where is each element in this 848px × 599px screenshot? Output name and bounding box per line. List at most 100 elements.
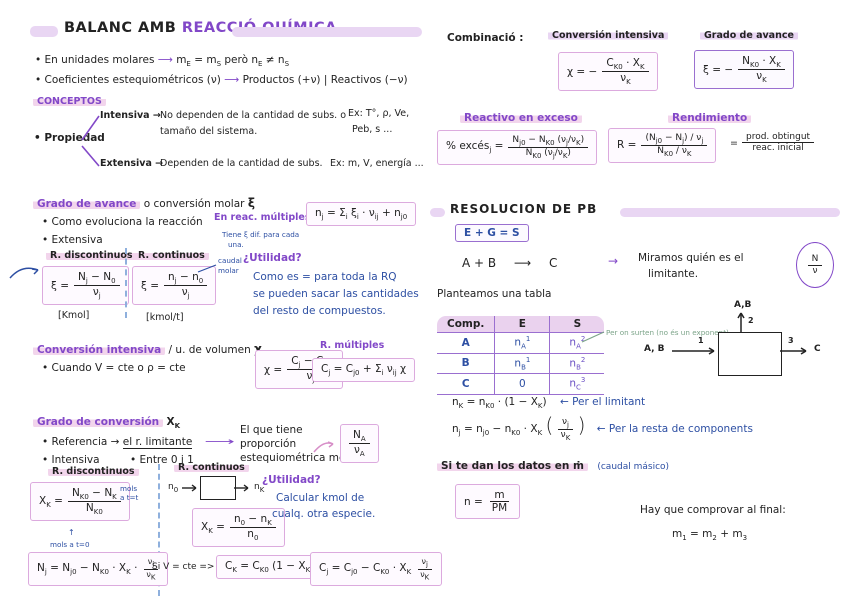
utilidad2-title: ¿Utilidad? [262,474,321,486]
stream-in-label: n0 [168,482,179,494]
product: C [548,256,558,270]
multiple-reactions-formula: nj = Σi ξi · νij + nj0 [306,202,417,227]
flow-arrow-icon [234,484,249,492]
xi-continuous-unit: [kmol/t] [146,312,184,323]
section-divider [125,248,127,318]
conceptos-heading: CONCEPTOS [33,96,106,107]
limitante-underlined: el r. limitante [122,436,193,449]
doodle-arrow-icon [9,267,39,279]
right-paren: ) [577,413,586,437]
fraction: N ν [807,254,823,276]
xk-discontinuos-title: R. discontinuos [48,466,139,477]
utilidad-line2: se pueden sacar las cantidades [253,288,419,300]
table-superscript-note: Per on surten (no és un exponent) [606,328,729,337]
page-title-black: BALANC AMB [64,20,177,36]
xi-symbol: ξ [247,196,255,210]
denominator: νK [146,569,156,582]
fraction: m PM [488,489,511,514]
numerator: nj − n0 [164,271,208,287]
conceptos-root: • Propiedad [34,132,105,144]
utilidad-line1: Como es = para toda la RQ [253,271,397,283]
green-pointer-line [581,331,605,343]
bullet-formula: mE = mS però nE ≠ nS [176,54,290,69]
diagram-top-label: A,B [734,300,752,310]
section-divider [158,464,160,596]
combinacio-chi-box: χ = − CK0 · XK νK [558,52,658,92]
massflow-note: (caudal másico) [597,462,670,472]
grado-avance-bullet2: • Extensiva [42,234,103,246]
xi-discontinuous-box: ξ = Nj − N0 νj [42,266,129,306]
diagram-right-label: C [814,344,821,354]
bullet-text: • Coeficientes estequiométricos (ν) [35,74,221,86]
table-row: C 0 nC3 [437,373,605,395]
numerator: NK0 − NK [67,487,121,503]
heading-highlight-left [430,208,445,217]
formula-lhs: Nj = Nj0 − NK0 · XK · [37,562,138,577]
formula-lhs: χ = − [567,65,598,78]
utilidad2-line1: Calcular kmol de [276,492,365,504]
table-header-row: Comp. E S [437,316,605,333]
table-cell: nA1 [494,332,550,354]
diagram-stream2-number: 2 [748,316,754,325]
components-table: Comp. E S A nA1 nA2 B nB1 nB2 C 0 nC3 [437,316,605,395]
denominator: νK [620,72,631,87]
fraction: NK0 − NK NK0 [67,487,121,516]
numerator: (Nj0 − Nj) / νj [641,133,708,146]
utilidad-line3: del resto de compuestos. [253,305,386,317]
grado-conversion-heading: Grado de conversión XK [33,416,180,430]
intensiva-example2: Peb, s ... [352,124,393,135]
diagram-stream3-number: 3 [788,336,794,345]
formula: nK = nK0 · (1 − XK) [452,396,547,411]
formula-lhs: nj = nj0 − nK0 · XK [452,423,543,438]
chi-symbol: χ [254,342,262,356]
numerator: prod. obtingut [742,132,815,144]
xi-continuous-box: ξ = nj − n0 νj [132,266,217,306]
formula: Cj = Cj0 + Σi νij χ [321,363,407,378]
limitante-note1: El que tiene [240,424,303,436]
plantea-text: Planteamos una tabla [437,288,552,300]
utilidad-title: ¿Utilidad? [243,252,302,264]
v-cte-label: Si V = cte => [152,562,215,572]
denominator: n0 [247,528,259,543]
fraction: (Nj0 − Nj) / νj NK0 / νK [641,133,708,158]
exceso-box: % excésj = Nj0 − NK0 (νj/νK) NK0 (νj/νK) [437,130,598,165]
caudal-molar-note: caudal [218,256,242,265]
massflow-line: Si te dan los datos en ṁ (caudal másico) [437,460,669,472]
intensiva-text: No dependen de la cantidad de subs. o [160,110,347,121]
nj-note: ← Per la resta de components [596,423,753,435]
formula-lhs: ξ = [51,279,69,292]
fraction: νj νK [557,417,575,442]
extensiva-example: Ex: m, V, energía ... [330,158,424,169]
rendimiento-box: R = (Nj0 − Nj) / νj NK0 / νK [608,128,717,163]
stream-out-label: nK [254,482,265,494]
egs-box: E + G = S [455,224,529,242]
table-cell: A [437,332,495,354]
process-box [718,332,782,376]
cj-formula-box: Cj = Cj0 − CK0 · XK νj νK [310,552,443,587]
conversion-intensiva-heading: Conversión intensiva / u. de volumen χ [33,342,262,356]
extensiva-label: Extensiva → [100,158,164,169]
reaction-arrow-icon: ⟶ [513,256,532,270]
bullet-formula: Productos (+ν) | Reactivos (−ν) [242,74,408,86]
formula: CK = CK0 (1 − XK) [225,560,314,575]
table-cell: nC3 [549,373,605,395]
combinacio-xi-box: ξ = − NK0 · XK νK [694,50,794,90]
left-paren: ( [545,413,554,437]
rendimiento-title: Rendimiento [668,112,752,124]
formula-lhs: Cj = Cj0 − CK0 · XK [319,562,412,577]
multiple-reactions-note: Tiene ξ dif. para cada [222,230,300,239]
intensiva-text2: tamaño del sistema. [160,126,258,137]
formula-lhs: R = [617,139,637,152]
limitante-note2: proporción [240,438,297,450]
formula: nj = Σi ξi · νij + nj0 [315,207,408,222]
bullet-text: • En unidades molares [35,54,155,66]
xk-continuos-title: R. continuos [174,462,249,473]
flow-arrow-icon [182,484,197,492]
exceso-title: Reactivo en exceso [460,112,582,124]
col-e: E [494,316,550,333]
xk-continuous-box: XK = n0 − nK n0 [192,508,285,548]
reaction-equation: A + B ⟶ C [462,256,557,270]
fraction: νj νK [416,557,433,581]
table-cell: C [437,373,495,395]
numerator: νj [143,557,159,570]
